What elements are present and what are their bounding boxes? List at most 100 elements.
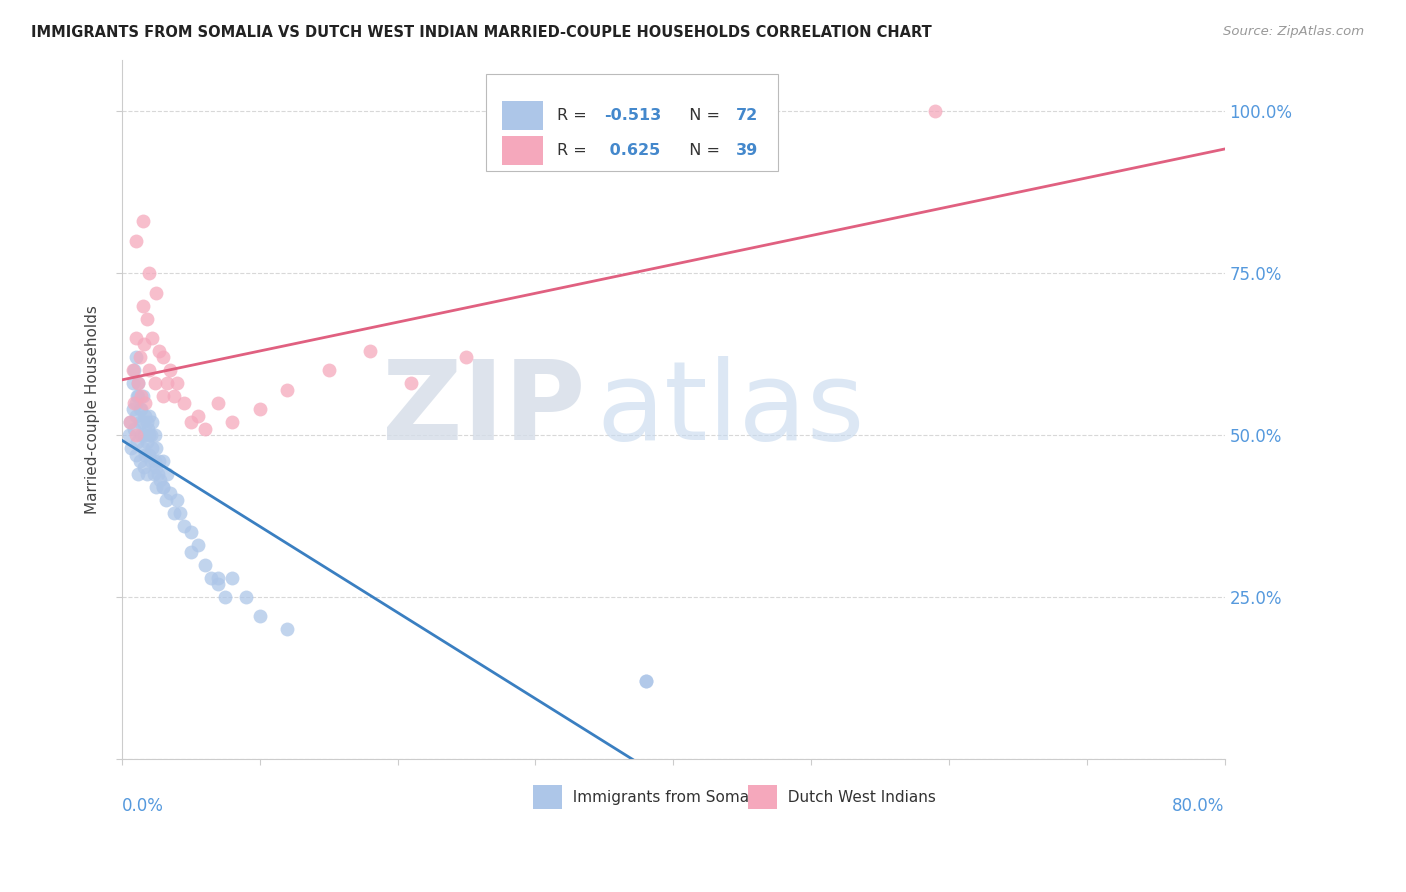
Point [180, 415, 202, 429]
Point [132, 460, 155, 475]
Point [145, 441, 167, 455]
Point [148, 343, 170, 358]
Point [125, 389, 148, 403]
Point [124, 331, 146, 345]
Point [193, 422, 215, 436]
FancyBboxPatch shape [748, 785, 778, 809]
Point [152, 389, 174, 403]
Text: R =: R = [557, 108, 592, 123]
Point [138, 428, 160, 442]
Point [142, 467, 165, 481]
Point [276, 383, 298, 397]
Point [128, 351, 150, 365]
Point [118, 428, 141, 442]
Point [141, 415, 163, 429]
Point [139, 454, 162, 468]
Point [120, 415, 142, 429]
Point [132, 337, 155, 351]
Point [127, 376, 149, 391]
Point [125, 434, 148, 449]
Text: R =: R = [557, 143, 592, 158]
Point [207, 395, 229, 409]
Point [138, 409, 160, 423]
Point [456, 351, 478, 365]
Point [924, 104, 946, 119]
Text: 0.0%: 0.0% [122, 797, 163, 815]
Text: IMMIGRANTS FROM SOMALIA VS DUTCH WEST INDIAN MARRIED-COUPLE HOUSEHOLDS CORRELATI: IMMIGRANTS FROM SOMALIA VS DUTCH WEST IN… [31, 25, 932, 40]
Point [180, 525, 202, 540]
Text: Dutch West Indians: Dutch West Indians [778, 789, 936, 805]
Point [187, 409, 209, 423]
FancyBboxPatch shape [533, 785, 562, 809]
Point [121, 441, 143, 455]
Point [124, 428, 146, 442]
Point [173, 518, 195, 533]
Point [221, 570, 243, 584]
Point [207, 570, 229, 584]
Point [131, 389, 153, 403]
Point [121, 363, 143, 377]
Point [152, 351, 174, 365]
Point [141, 331, 163, 345]
Point [122, 363, 145, 377]
Point [129, 428, 152, 442]
Text: 80.0%: 80.0% [1173, 797, 1225, 815]
Point [134, 395, 156, 409]
Point [359, 343, 381, 358]
Point [207, 577, 229, 591]
Point [156, 467, 179, 481]
Point [148, 454, 170, 468]
Point [155, 492, 177, 507]
FancyBboxPatch shape [486, 73, 778, 171]
FancyBboxPatch shape [502, 136, 543, 165]
Point [145, 285, 167, 300]
Text: ZIP: ZIP [381, 356, 585, 463]
Point [146, 467, 169, 481]
Point [401, 376, 423, 391]
Point [131, 441, 153, 455]
Point [143, 376, 166, 391]
Point [138, 363, 160, 377]
Point [156, 376, 179, 391]
Text: N =: N = [679, 108, 725, 123]
Point [143, 428, 166, 442]
Text: 39: 39 [737, 143, 758, 158]
Point [145, 460, 167, 475]
Point [634, 674, 657, 689]
Point [634, 674, 657, 689]
Point [143, 454, 166, 468]
Point [122, 422, 145, 436]
Point [127, 376, 149, 391]
Point [166, 492, 188, 507]
Point [276, 622, 298, 636]
Point [166, 376, 188, 391]
Point [122, 395, 145, 409]
Point [124, 448, 146, 462]
Point [131, 415, 153, 429]
Point [152, 454, 174, 468]
Point [149, 474, 172, 488]
Text: -0.513: -0.513 [603, 108, 661, 123]
Point [124, 395, 146, 409]
Point [169, 506, 191, 520]
Point [180, 544, 202, 558]
Point [138, 266, 160, 280]
Point [152, 480, 174, 494]
Point [128, 415, 150, 429]
Point [129, 389, 152, 403]
Text: Source: ZipAtlas.com: Source: ZipAtlas.com [1223, 25, 1364, 38]
Point [127, 467, 149, 481]
Point [124, 234, 146, 248]
Point [121, 376, 143, 391]
Text: 72: 72 [737, 108, 758, 123]
Point [141, 441, 163, 455]
Point [131, 299, 153, 313]
Text: atlas: atlas [596, 356, 865, 463]
Point [145, 480, 167, 494]
Point [128, 402, 150, 417]
Point [318, 363, 340, 377]
Point [136, 422, 159, 436]
Point [221, 415, 243, 429]
Point [135, 467, 157, 481]
Point [121, 402, 143, 417]
